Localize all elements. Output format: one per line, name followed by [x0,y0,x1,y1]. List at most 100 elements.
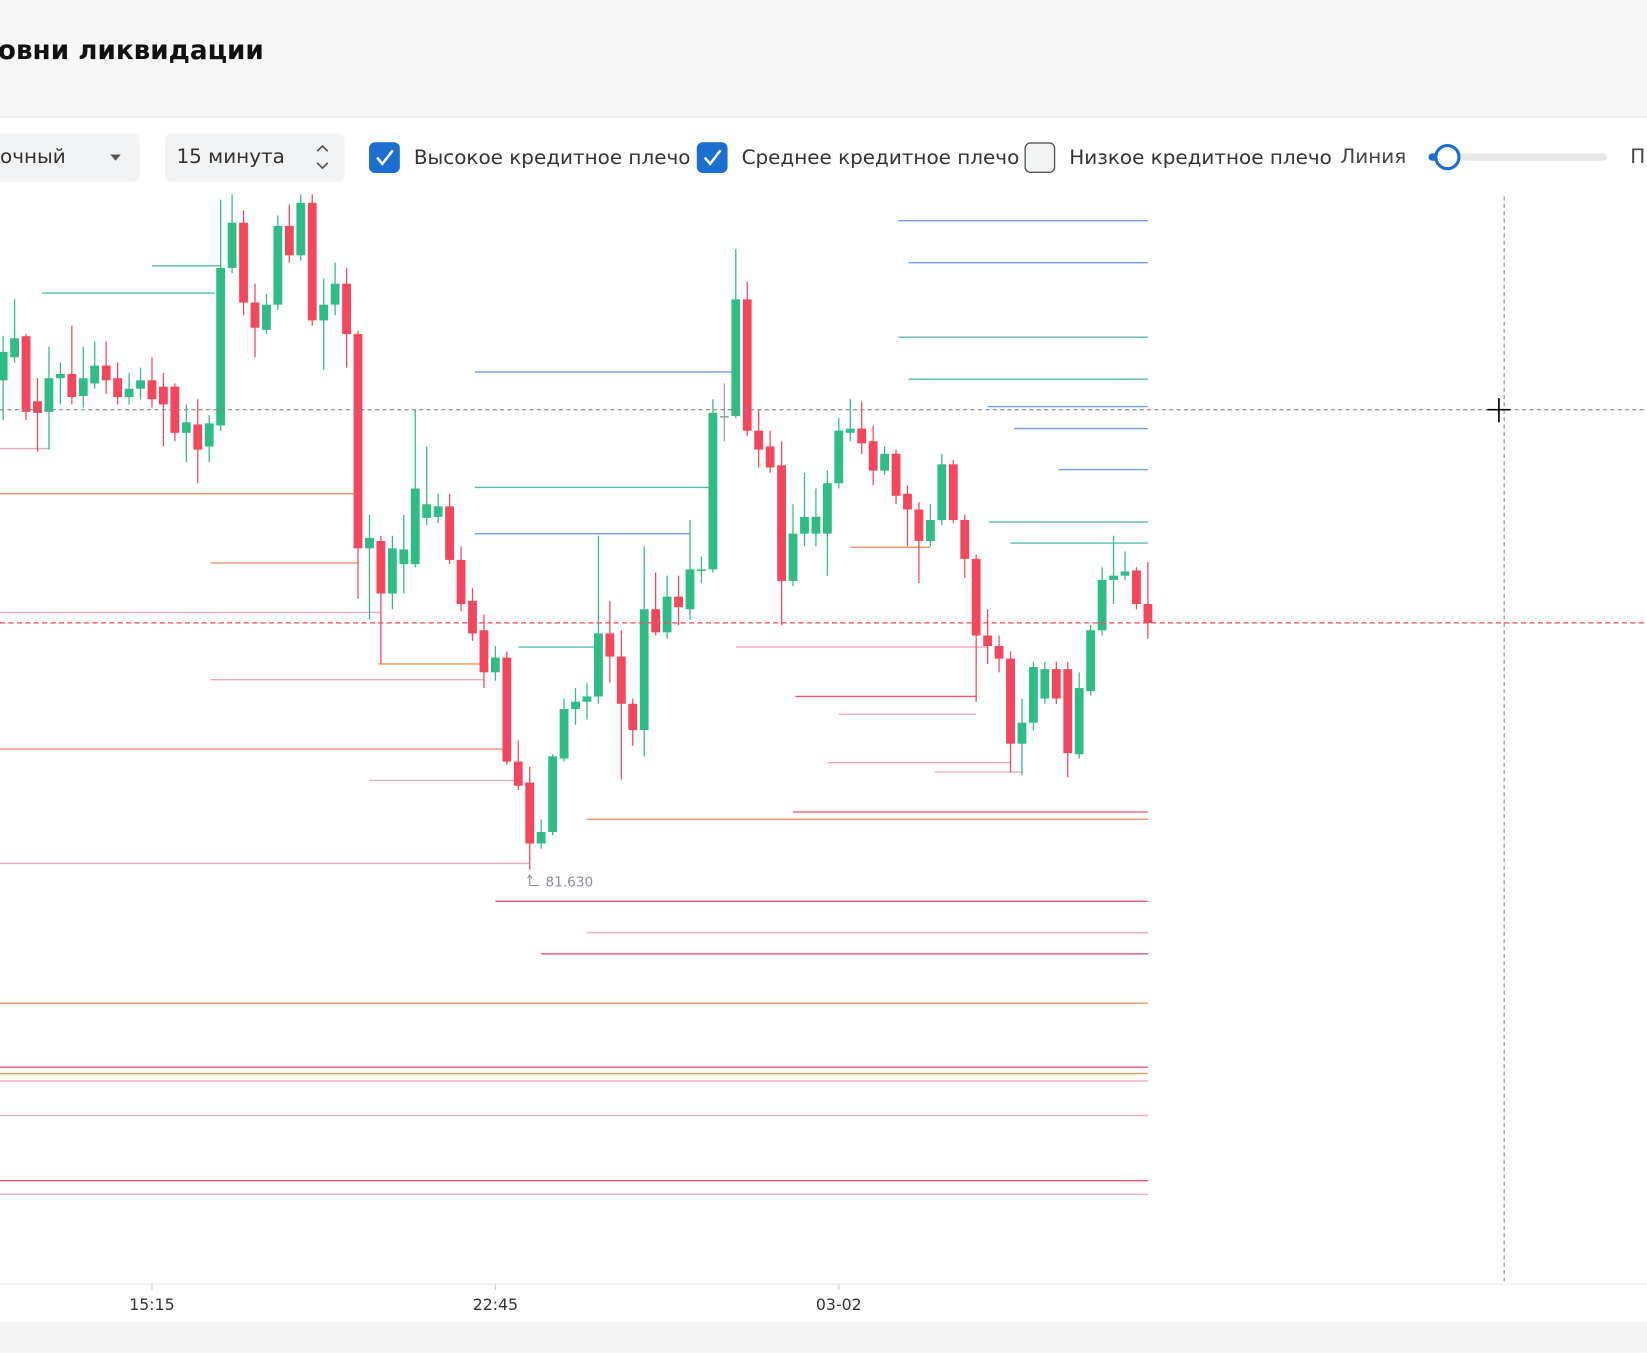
checkbox-box [696,142,728,173]
candle-body [353,334,363,549]
candle-body [925,519,935,542]
candle-body [273,225,283,305]
checkbox-label: Среднее кредитное плечо [742,145,1020,169]
candle-body [822,483,832,534]
candle-body [788,533,798,581]
cursor [1487,398,1511,423]
checkbox[interactable]: Среднее кредитное плечо [696,142,1020,173]
candle-body [674,596,683,608]
candle-body [330,283,340,305]
select-box [0,133,140,182]
interval-select[interactable]: 15 минута [164,133,345,182]
candle-body [490,657,500,673]
candle-body [479,630,489,673]
candle-body [536,831,546,844]
candle-body [616,656,626,704]
candle-body [1040,669,1050,699]
candle-body [0,351,8,381]
candle-body [44,378,54,412]
candle-body [891,453,901,496]
candle-body [708,412,718,570]
select-text: 15 минута [176,144,284,168]
checkmark [376,149,394,166]
footer-bar [0,1321,1647,1353]
candle-body [1143,604,1153,623]
candle-body [754,430,764,450]
candle-body [582,696,592,702]
candle-body [559,709,569,759]
type-select[interactable]: очный [0,133,140,182]
candle-body [731,299,741,417]
candle-body [857,428,867,444]
candle-body [284,225,294,256]
candle-body [422,504,432,518]
candle-body [78,378,88,397]
candle-body [811,516,821,534]
candle-body [571,701,580,710]
candle-body [525,782,535,844]
candle-body [445,506,455,560]
candle-body [800,516,809,534]
candle-body [170,386,180,433]
candle-body [159,386,168,405]
candle-body [181,422,191,433]
low-marker [527,874,540,887]
low-annotation: 81.630 [545,874,593,890]
candle-body [262,304,271,330]
candle-body [662,596,672,633]
page-title: овни ликвидации [0,36,264,66]
candle-body [21,336,31,412]
spinner-icon [316,144,329,170]
checkbox[interactable]: Высокое кредитное плечо [369,142,691,173]
candle-body [651,609,661,633]
candle-body [1120,571,1130,576]
candle-body [605,633,615,657]
candle-body [903,493,912,510]
candle-body [994,646,1004,659]
candle-body [124,388,134,398]
candle-body [594,633,603,697]
candle-body [1006,658,1015,744]
candle-body [971,558,981,636]
candle-body [765,446,775,468]
candle-body [399,549,409,565]
slider-knob [1434,143,1461,171]
candle-body [216,267,226,426]
candle-body [307,202,317,321]
candle-body [67,373,77,398]
candle-body [697,569,706,571]
candle-body [880,453,890,471]
checkbox[interactable]: Низкое кредитное плечо [1024,142,1332,173]
checkmark [703,149,722,166]
candle-body [685,569,695,610]
checkbox-group: Высокое кредитное плечо Среднее кредитное… [369,142,1332,173]
candle-body [948,464,958,520]
candle-body [410,488,420,565]
candle-body [639,609,649,731]
candle-body [1074,688,1084,755]
checkbox-box [369,142,400,173]
x-tick-label: 15:15 [129,1295,174,1314]
candle-body [456,559,466,605]
candle-body [628,703,638,731]
candle-body [296,202,306,256]
checkbox-label: Высокое кредитное плечо [414,145,691,169]
candle-body [834,430,844,484]
candle-body [365,537,374,549]
candle-body [937,464,947,520]
candle-body [55,373,65,379]
slider[interactable] [1428,143,1608,171]
slider-label: Линия [1340,144,1406,168]
candle-body [1063,669,1073,754]
candle-body [468,600,477,634]
candle-body [101,365,111,381]
candle-body [342,283,351,335]
cut-label: П [1630,144,1645,168]
candle-body [319,304,329,321]
candle-body [1051,669,1061,699]
x-tick-label: 03-02 [816,1295,862,1314]
candle-body [90,365,100,384]
candle-body [250,302,260,328]
candle-body [742,299,752,431]
header-bg [0,0,1647,117]
